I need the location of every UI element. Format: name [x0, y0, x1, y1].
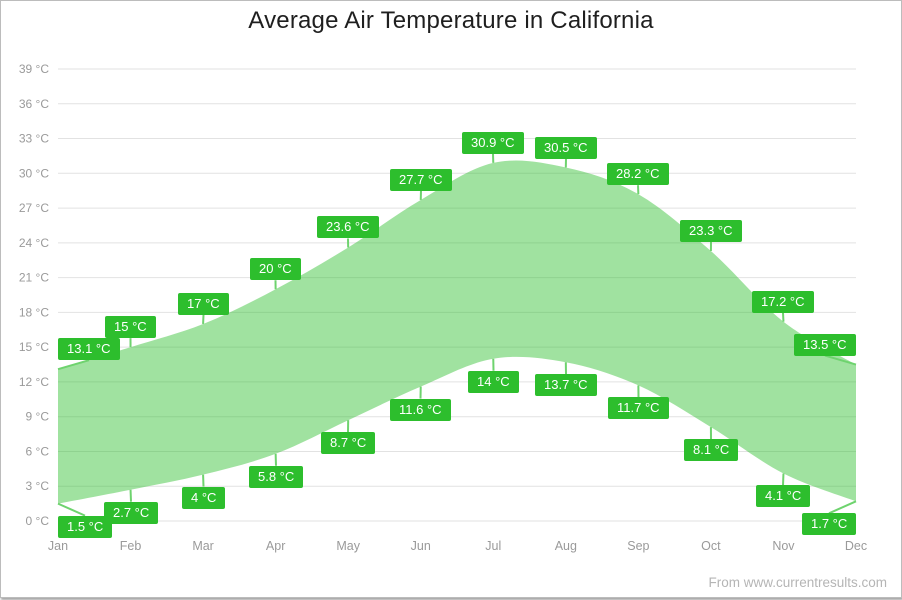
x-axis-label: Jun: [411, 539, 431, 553]
y-axis-label: 3 °C: [26, 479, 50, 493]
x-axis-label: Sep: [627, 539, 649, 553]
y-axis-label: 12 °C: [19, 375, 49, 389]
x-axis-label: Aug: [555, 539, 577, 553]
x-axis-label: Oct: [701, 539, 721, 553]
x-axis-label: May: [336, 539, 360, 553]
x-axis-label: Nov: [772, 539, 795, 553]
data-label-callout: [57, 502, 86, 517]
source-credit: From www.currentresults.com: [708, 575, 887, 590]
data-label-callout: [828, 500, 857, 515]
y-axis-label: 21 °C: [19, 271, 49, 285]
y-axis-label: 6 °C: [26, 444, 50, 458]
y-axis-label: 15 °C: [19, 340, 49, 354]
x-axis-label: Jul: [485, 539, 501, 553]
x-axis-label: Dec: [845, 539, 867, 553]
y-axis-label: 9 °C: [26, 410, 50, 424]
x-axis-label: Feb: [120, 539, 142, 553]
x-axis-label: Jan: [48, 539, 68, 553]
data-label-callout: [57, 359, 90, 371]
y-axis-label: 36 °C: [19, 97, 49, 111]
y-axis-label: 27 °C: [19, 201, 49, 215]
y-axis-label: 30 °C: [19, 166, 49, 180]
y-axis-label: 18 °C: [19, 305, 49, 319]
y-axis-label: 39 °C: [19, 62, 49, 76]
y-axis-label: 24 °C: [19, 236, 49, 250]
y-axis-label: 33 °C: [19, 132, 49, 146]
temperature-range-area: [58, 160, 856, 504]
x-axis-label: Apr: [266, 539, 285, 553]
x-axis-label: Mar: [192, 539, 214, 553]
chart-title: Average Air Temperature in California: [248, 7, 654, 34]
y-axis-label: 0 °C: [26, 514, 50, 528]
data-label-callout: [824, 354, 857, 366]
